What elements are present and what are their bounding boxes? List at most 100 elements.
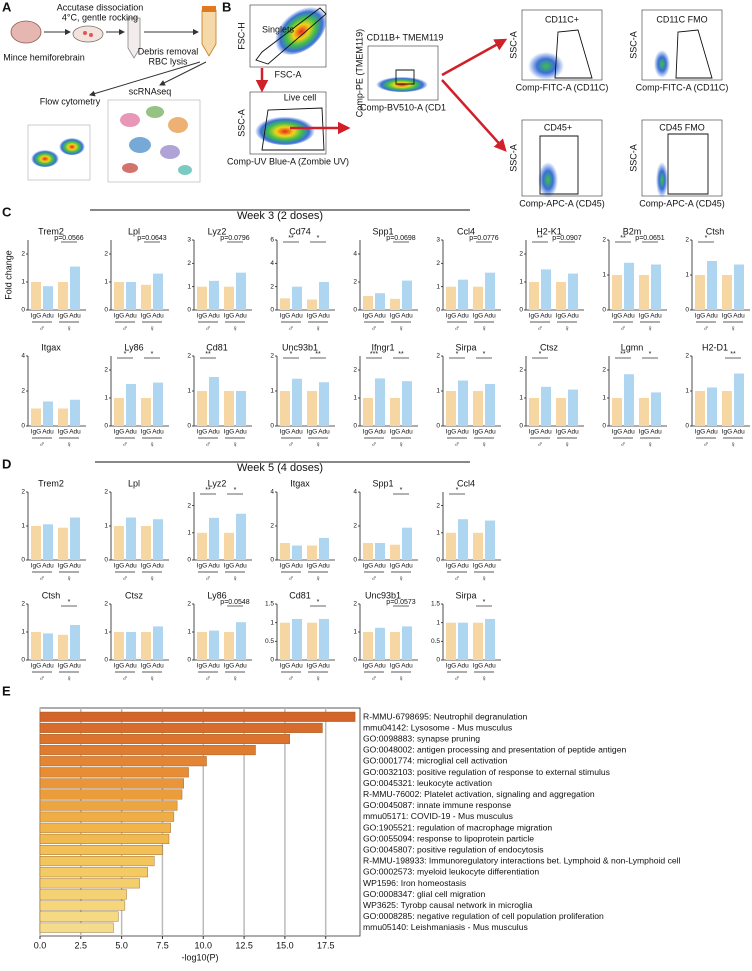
sex-label: ♂ <box>205 674 211 683</box>
sex-label: ♂ <box>703 324 709 333</box>
y-tick-label: 1 <box>602 272 606 279</box>
facs-gate <box>261 107 325 151</box>
bar <box>363 398 373 426</box>
bar <box>292 286 302 310</box>
sex-label: ♀ <box>315 574 321 583</box>
bar <box>292 618 302 660</box>
bar <box>141 632 151 660</box>
step-text: scRNAseq <box>129 86 172 96</box>
x-tick-label: Adu <box>69 313 81 320</box>
tube-icon <box>201 9 217 57</box>
term-label: GO:1905521: regulation of macrophage mig… <box>363 822 552 832</box>
sex-label: ♀ <box>398 674 404 683</box>
y-tick-label: 2 <box>353 367 357 374</box>
y-tick-label: 2 <box>187 601 191 608</box>
facs-gate-label: CD11C FMO <box>656 14 707 24</box>
bar <box>319 618 329 660</box>
sex-label: ♂ <box>371 324 377 333</box>
y-tick-label: 0 <box>353 423 357 430</box>
bar <box>39 811 175 822</box>
x-tick-label: Adu <box>706 429 718 436</box>
chart-title: Lpl <box>128 478 140 488</box>
x-tick-label: IgG <box>556 429 566 436</box>
x-tick-label: Adu <box>42 313 54 320</box>
y-tick-label: 0 <box>187 557 191 564</box>
x-tick-label: Adu <box>484 663 496 670</box>
bar <box>485 520 495 560</box>
x-tick-label: Adu <box>457 429 469 436</box>
x-tick-label: Adu <box>69 429 81 436</box>
bar <box>556 398 566 426</box>
bar <box>639 398 649 426</box>
facs-gate <box>675 29 713 79</box>
bar <box>446 622 456 660</box>
x-tick-label: 2.5 <box>75 940 88 950</box>
bar <box>43 524 53 560</box>
bar <box>651 392 661 426</box>
y-tick-label: 0 <box>270 557 274 564</box>
y-tick-label: 0 <box>104 307 108 314</box>
chart-title: Lyz2 <box>208 478 227 488</box>
x-tick-label: Adu <box>125 429 137 436</box>
bar <box>402 527 412 560</box>
bar <box>446 532 456 560</box>
y-tick-label: 2 <box>187 353 191 360</box>
cluster <box>120 113 140 127</box>
facs-y-label: SSC-A <box>628 144 638 172</box>
x-tick-label: Adu <box>374 663 386 670</box>
sig-label: * <box>456 351 459 358</box>
sig-label: *** <box>370 351 378 358</box>
bar <box>568 273 578 310</box>
chart-title: Spp1 <box>372 226 393 236</box>
step-text: RBC lysis <box>148 56 188 66</box>
sex-label: ♂ <box>205 324 211 333</box>
y-tick-label: 0 <box>270 307 274 314</box>
bar <box>236 272 246 310</box>
y-tick-label: 1 <box>270 619 274 626</box>
x-tick-label: IgG <box>639 429 649 436</box>
cluster <box>168 117 188 133</box>
sex-label: ♂ <box>371 674 377 683</box>
sex-label: ♂ <box>620 440 626 449</box>
facs-y-label: SSC-A <box>508 144 518 172</box>
chart-title: Cd81 <box>206 342 228 352</box>
x-tick-label: Adu <box>484 429 496 436</box>
bar <box>153 273 163 310</box>
bar <box>141 284 151 310</box>
term-label: GO:0002573: myeloid leukocyte differenti… <box>363 867 539 877</box>
sex-label: ♂ <box>39 324 45 333</box>
sig-label: ** <box>288 235 294 242</box>
y-tick-label: 0 <box>519 307 523 314</box>
x-tick-label: 10.0 <box>194 940 212 950</box>
y-tick-label: 0 <box>21 423 25 430</box>
term-label: GO:0098883: synapse pruning <box>363 734 480 744</box>
bar <box>39 778 184 789</box>
x-tick-label: IgG <box>612 429 622 436</box>
bar <box>707 261 717 310</box>
x-tick-label: Adu <box>650 313 662 320</box>
x-tick-label: IgG <box>280 663 290 670</box>
x-tick-label: IgG <box>473 563 483 570</box>
bar <box>280 391 290 426</box>
y-tick-label: 1 <box>685 388 689 395</box>
y-tick-label: 4 <box>353 489 357 496</box>
y-tick-label: 1 <box>104 523 108 530</box>
sex-label: ♂ <box>371 574 377 583</box>
bar <box>307 391 317 426</box>
bar <box>39 767 189 778</box>
sex-label: ♂ <box>122 574 128 583</box>
flow-blob <box>31 149 59 167</box>
sig-label: p=0.0573 <box>386 599 415 606</box>
panel-label: C <box>2 204 12 219</box>
facs-y-label: Comp-PE (TMEM119) <box>354 29 364 117</box>
y-tick-label: 4 <box>353 251 357 258</box>
bar <box>39 900 126 911</box>
sig-label: ** <box>730 351 736 358</box>
tsne-clusters <box>120 106 192 175</box>
term-label: mmu05171: COVID-19 - Mus musculus <box>363 811 513 821</box>
y-tick-label: 1 <box>21 629 25 636</box>
bar <box>292 545 302 560</box>
x-tick-label: IgG <box>224 663 234 670</box>
sig-label: * <box>483 351 486 358</box>
x-tick-label: Adu <box>125 313 137 320</box>
